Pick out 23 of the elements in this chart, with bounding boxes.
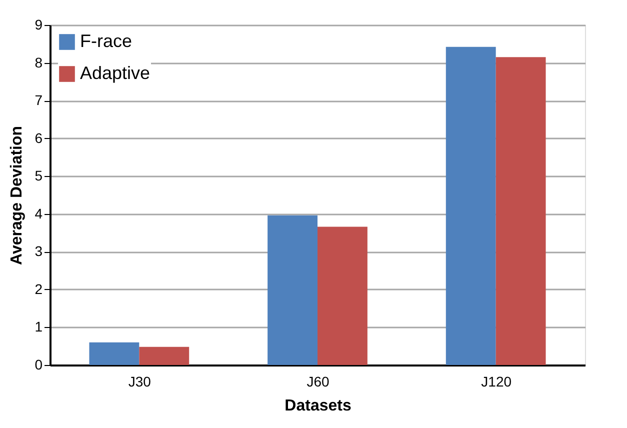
- y-tick-label: 1: [34, 318, 43, 335]
- y-tick-label: 2: [34, 280, 43, 297]
- y-tick-label: 7: [34, 92, 43, 108]
- x-tick-label: J60: [306, 374, 330, 390]
- legend-label: Adaptive: [80, 63, 150, 83]
- bar: [318, 226, 368, 365]
- y-tick-label: 9: [34, 16, 43, 32]
- y-axis-title: Average Deviation: [8, 126, 26, 266]
- x-tick-label: J120: [481, 374, 512, 390]
- y-tick-label: 0: [34, 356, 43, 372]
- y-tick-label: 5: [34, 168, 43, 184]
- y-tick-label: 6: [34, 130, 43, 146]
- bar: [139, 346, 190, 365]
- bar: [446, 46, 496, 365]
- bar: [89, 342, 140, 365]
- bar: [496, 57, 546, 365]
- legend-label: F-race: [80, 31, 132, 51]
- y-tick-label: 3: [34, 243, 43, 260]
- y-tick-label: 8: [34, 54, 43, 70]
- x-axis-title: Datasets: [284, 398, 352, 414]
- bar: [268, 215, 318, 365]
- x-tick-label: J30: [128, 374, 152, 390]
- y-tick-label: 4: [34, 205, 43, 222]
